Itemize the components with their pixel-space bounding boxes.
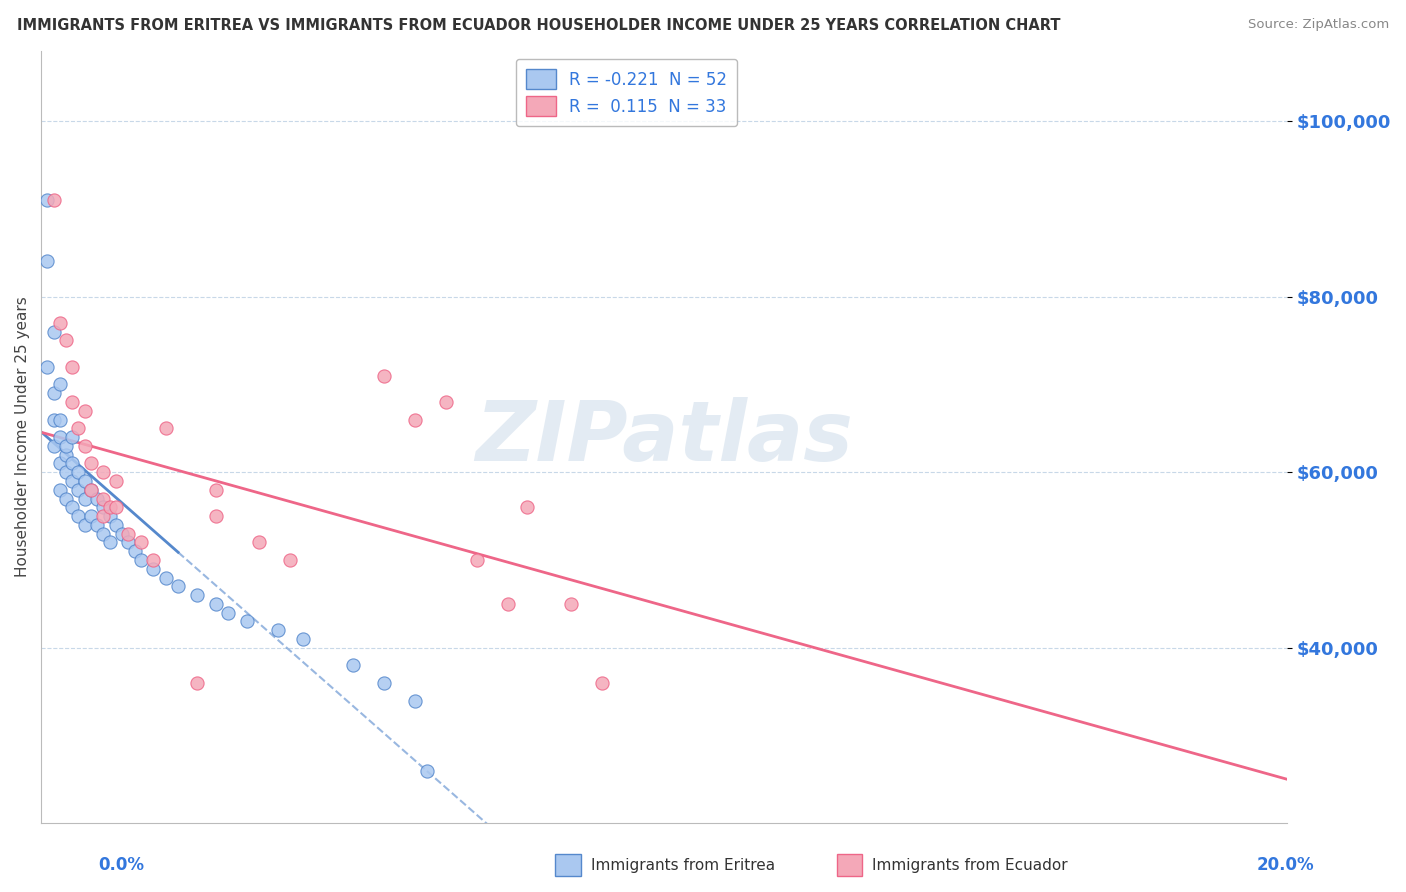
Point <box>67 421 90 435</box>
Point <box>155 571 177 585</box>
Point <box>117 526 139 541</box>
Point <box>373 676 395 690</box>
Point <box>86 491 108 506</box>
Point <box>60 457 83 471</box>
Point <box>373 368 395 383</box>
Point <box>278 553 301 567</box>
Point <box>104 517 127 532</box>
Point <box>42 193 65 207</box>
Point <box>342 658 364 673</box>
Point <box>498 597 520 611</box>
Point <box>80 457 103 471</box>
Point <box>516 500 538 515</box>
Text: 20.0%: 20.0% <box>1257 856 1315 874</box>
Point <box>73 439 96 453</box>
Point <box>37 254 59 268</box>
Point <box>98 535 121 549</box>
Point <box>104 500 127 515</box>
Point <box>55 334 77 348</box>
Point <box>235 615 257 629</box>
Point <box>98 500 121 515</box>
Legend: R = -0.221  N = 52, R =  0.115  N = 33: R = -0.221 N = 52, R = 0.115 N = 33 <box>516 59 737 127</box>
Point <box>67 483 90 497</box>
Point <box>55 439 77 453</box>
Point <box>129 535 152 549</box>
Point <box>55 465 77 479</box>
Point <box>42 412 65 426</box>
Point <box>404 693 426 707</box>
Text: Immigrants from Eritrea: Immigrants from Eritrea <box>591 858 775 872</box>
Point <box>591 676 613 690</box>
Point <box>49 412 72 426</box>
Point <box>55 491 77 506</box>
Point <box>55 448 77 462</box>
Point <box>247 535 270 549</box>
Point <box>155 421 177 435</box>
Point <box>42 325 65 339</box>
Point <box>186 588 208 602</box>
Point <box>42 386 65 401</box>
Point <box>49 483 72 497</box>
Point <box>80 483 103 497</box>
Point <box>434 395 457 409</box>
Point <box>142 562 165 576</box>
Point <box>60 359 83 374</box>
Y-axis label: Householder Income Under 25 years: Householder Income Under 25 years <box>15 297 30 577</box>
Point <box>416 764 439 778</box>
Text: Source: ZipAtlas.com: Source: ZipAtlas.com <box>1249 18 1389 31</box>
Point <box>73 403 96 417</box>
Point <box>98 509 121 524</box>
Point <box>93 509 115 524</box>
Point <box>42 439 65 453</box>
Point <box>73 474 96 488</box>
Point <box>49 457 72 471</box>
Point <box>80 483 103 497</box>
Point <box>60 395 83 409</box>
Point <box>404 412 426 426</box>
Point <box>93 465 115 479</box>
Point <box>93 526 115 541</box>
Point <box>204 597 226 611</box>
Point <box>73 517 96 532</box>
Point <box>167 579 190 593</box>
FancyBboxPatch shape <box>837 855 862 876</box>
Point <box>560 597 582 611</box>
Point <box>60 474 83 488</box>
Point <box>93 491 115 506</box>
Point <box>60 430 83 444</box>
Point <box>49 316 72 330</box>
Point <box>37 193 59 207</box>
Point <box>124 544 146 558</box>
Point <box>117 535 139 549</box>
Point <box>49 430 72 444</box>
Point <box>465 553 488 567</box>
Point <box>104 474 127 488</box>
Point <box>111 526 134 541</box>
Text: 0.0%: 0.0% <box>98 856 145 874</box>
FancyBboxPatch shape <box>555 855 581 876</box>
Point <box>67 465 90 479</box>
Point <box>204 509 226 524</box>
Point <box>142 553 165 567</box>
Point <box>204 483 226 497</box>
Point <box>60 500 83 515</box>
Point <box>186 676 208 690</box>
Point <box>80 509 103 524</box>
Point <box>267 624 290 638</box>
Point <box>129 553 152 567</box>
Point <box>73 491 96 506</box>
Point <box>86 517 108 532</box>
Point <box>93 500 115 515</box>
Point <box>37 359 59 374</box>
Text: ZIPatlas: ZIPatlas <box>475 397 853 477</box>
Text: IMMIGRANTS FROM ERITREA VS IMMIGRANTS FROM ECUADOR HOUSEHOLDER INCOME UNDER 25 Y: IMMIGRANTS FROM ERITREA VS IMMIGRANTS FR… <box>17 18 1060 33</box>
Point <box>49 377 72 392</box>
Point <box>291 632 314 646</box>
Point <box>217 606 239 620</box>
Text: Immigrants from Ecuador: Immigrants from Ecuador <box>872 858 1067 872</box>
Point <box>67 509 90 524</box>
